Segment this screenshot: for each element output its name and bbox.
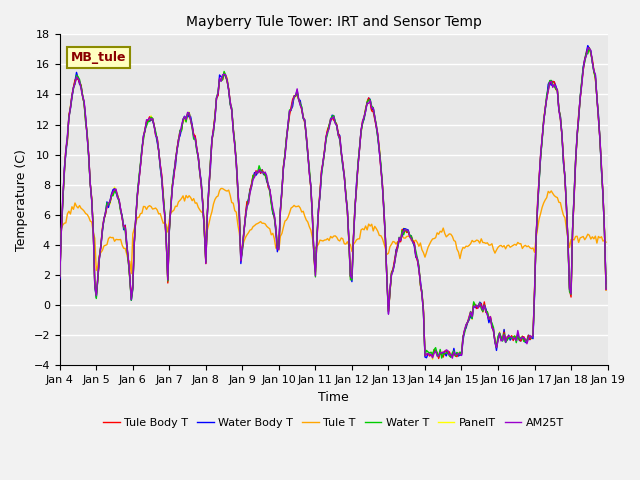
Water Body T	[246, 187, 254, 192]
Legend: Tule Body T, Water Body T, Tule T, Water T, PanelT, AM25T: Tule Body T, Water Body T, Tule T, Water…	[99, 414, 568, 432]
PanelT	[602, 288, 610, 293]
AM25T	[602, 287, 610, 292]
Water Body T	[602, 281, 610, 287]
Tule T	[217, 186, 225, 192]
Tule Body T	[586, 45, 593, 51]
X-axis label: Time: Time	[318, 391, 349, 404]
AM25T	[584, 45, 591, 50]
Water Body T	[123, 240, 131, 246]
Water T	[123, 243, 131, 249]
PanelT	[295, 97, 303, 103]
Line: Tule Body T: Tule Body T	[60, 48, 606, 359]
PanelT	[584, 46, 591, 51]
Line: AM25T: AM25T	[60, 48, 606, 358]
Tule T	[222, 188, 230, 193]
PanelT	[123, 243, 131, 249]
Tule Body T	[123, 242, 131, 248]
AM25T	[449, 355, 456, 361]
Line: Water T: Water T	[60, 48, 606, 358]
Water Body T	[56, 276, 63, 282]
Water T	[586, 45, 593, 51]
PanelT	[429, 357, 436, 362]
Tule Body T	[219, 77, 227, 83]
Tule T	[127, 271, 135, 276]
Tule T	[602, 240, 610, 245]
PanelT	[219, 76, 227, 82]
Water T	[295, 96, 303, 102]
Water T	[438, 355, 445, 361]
AM25T	[237, 258, 244, 264]
Water T	[573, 132, 581, 138]
Water T	[246, 189, 254, 194]
Water Body T	[584, 43, 591, 48]
PanelT	[237, 258, 244, 264]
Tule T	[249, 224, 257, 229]
Water T	[219, 77, 227, 83]
PanelT	[246, 189, 254, 194]
Line: PanelT: PanelT	[60, 48, 606, 360]
AM25T	[573, 131, 581, 136]
Water T	[56, 273, 63, 279]
Tule Body T	[237, 257, 244, 263]
Water Body T	[573, 133, 581, 139]
Water Body T	[422, 355, 430, 360]
Tule T	[298, 209, 305, 215]
Water T	[602, 285, 610, 291]
AM25T	[246, 190, 254, 196]
AM25T	[56, 275, 63, 281]
Tule Body T	[246, 187, 254, 193]
PanelT	[573, 134, 581, 140]
Tule T	[123, 251, 131, 257]
Water Body T	[237, 261, 244, 266]
Tule Body T	[602, 287, 610, 292]
Water Body T	[295, 97, 303, 103]
Tule Body T	[295, 96, 303, 102]
Y-axis label: Temperature (C): Temperature (C)	[15, 149, 28, 251]
Text: MB_tule: MB_tule	[71, 51, 126, 64]
Line: Water Body T: Water Body T	[60, 46, 606, 358]
AM25T	[123, 242, 131, 248]
Tule Body T	[573, 133, 581, 139]
AM25T	[295, 96, 303, 102]
Tule T	[575, 240, 582, 245]
Tule Body T	[56, 273, 63, 279]
Water T	[237, 256, 244, 262]
Line: Tule T: Tule T	[60, 189, 606, 274]
Tule T	[56, 235, 63, 241]
AM25T	[219, 72, 227, 78]
Title: Mayberry Tule Tower: IRT and Sensor Temp: Mayberry Tule Tower: IRT and Sensor Temp	[186, 15, 482, 29]
Water Body T	[219, 75, 227, 81]
Tule Body T	[435, 356, 442, 361]
Tule T	[240, 239, 248, 244]
PanelT	[56, 276, 63, 281]
